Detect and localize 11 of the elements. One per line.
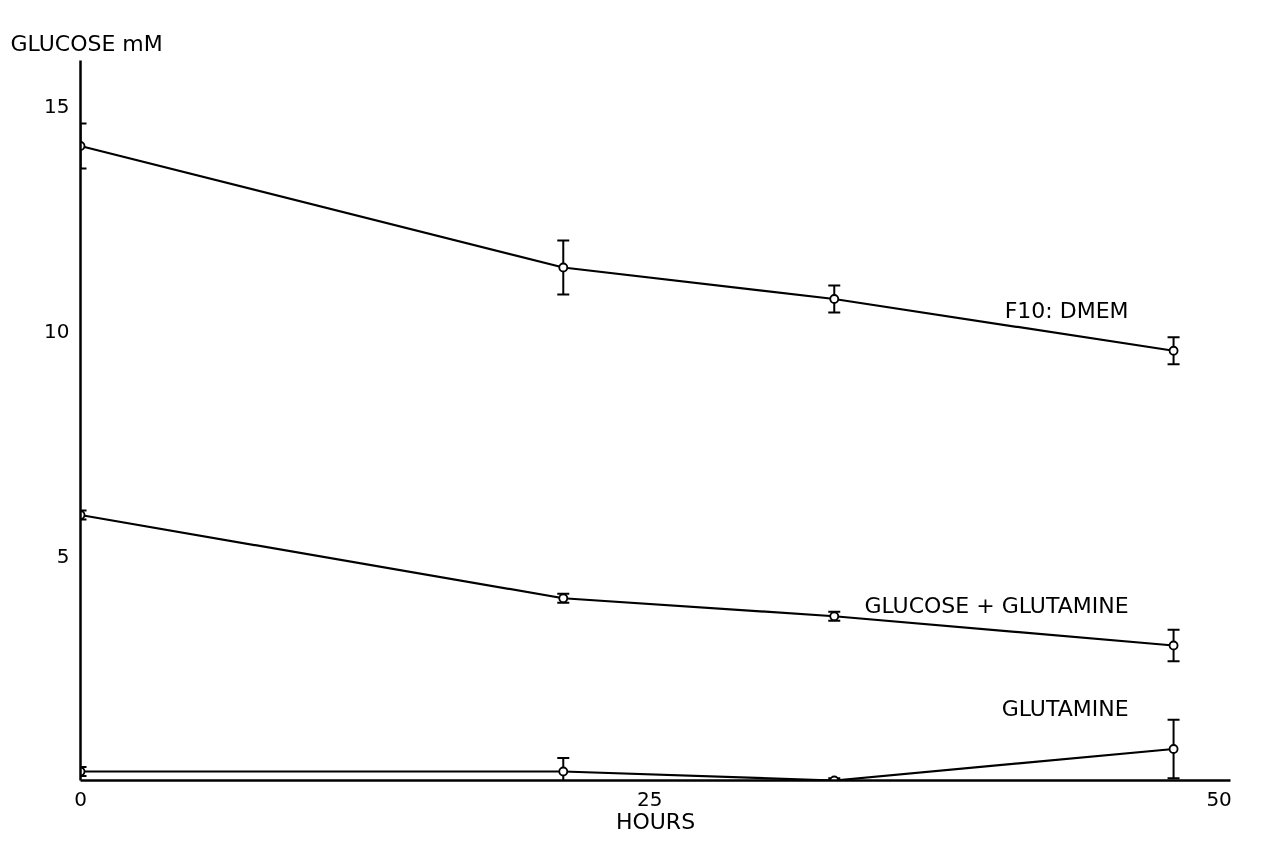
x-tick-label: 50 — [1206, 786, 1232, 811]
series-label: GLUCOSE + GLUTAMINE — [864, 592, 1129, 618]
x-tick-label: 25 — [637, 786, 663, 811]
y-tick-label: 10 — [44, 318, 70, 343]
y-axis-title: GLUCOSE mM — [10, 30, 163, 56]
series-label: GLUTAMINE — [1001, 696, 1129, 721]
series-label: F10: DMEM — [1004, 297, 1129, 323]
x-axis-title: HOURS — [615, 808, 696, 834]
y-tick-label: 15 — [44, 93, 70, 118]
y-tick-label: 5 — [56, 543, 70, 568]
x-tick-label: 0 — [74, 786, 87, 811]
